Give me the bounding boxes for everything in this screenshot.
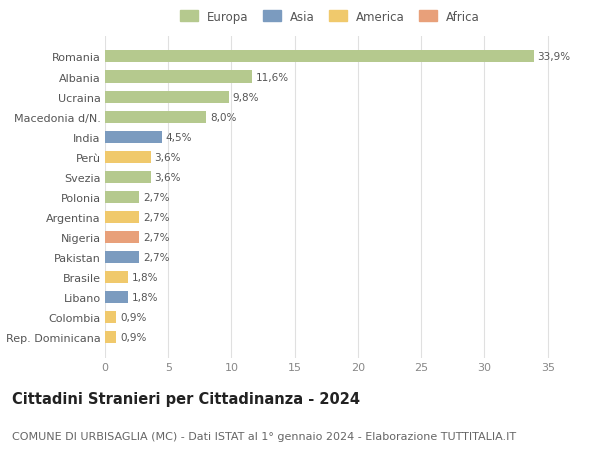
Bar — [105, 191, 139, 203]
Legend: Europa, Asia, America, Africa: Europa, Asia, America, Africa — [178, 8, 482, 26]
Bar — [105, 51, 534, 63]
Text: 2,7%: 2,7% — [143, 232, 169, 242]
Bar — [105, 212, 139, 224]
Text: 33,9%: 33,9% — [538, 52, 571, 62]
Text: 2,7%: 2,7% — [143, 213, 169, 222]
Text: COMUNE DI URBISAGLIA (MC) - Dati ISTAT al 1° gennaio 2024 - Elaborazione TUTTITA: COMUNE DI URBISAGLIA (MC) - Dati ISTAT a… — [12, 431, 516, 441]
Text: 0,9%: 0,9% — [120, 332, 146, 342]
Bar — [105, 71, 252, 84]
Bar — [105, 252, 139, 263]
Bar — [105, 151, 151, 163]
Text: 2,7%: 2,7% — [143, 252, 169, 263]
Text: 0,9%: 0,9% — [120, 313, 146, 322]
Text: 9,8%: 9,8% — [233, 92, 259, 102]
Text: Cittadini Stranieri per Cittadinanza - 2024: Cittadini Stranieri per Cittadinanza - 2… — [12, 391, 360, 406]
Bar — [105, 91, 229, 103]
Text: 3,6%: 3,6% — [154, 173, 181, 182]
Bar — [105, 131, 162, 143]
Text: 1,8%: 1,8% — [131, 272, 158, 282]
Bar — [105, 171, 151, 183]
Text: 2,7%: 2,7% — [143, 192, 169, 202]
Text: 3,6%: 3,6% — [154, 152, 181, 162]
Text: 1,8%: 1,8% — [131, 292, 158, 302]
Text: 11,6%: 11,6% — [256, 73, 289, 82]
Bar — [105, 112, 206, 123]
Text: 8,0%: 8,0% — [210, 112, 236, 123]
Bar — [105, 271, 128, 283]
Bar — [105, 291, 128, 303]
Bar — [105, 311, 116, 324]
Bar — [105, 231, 139, 243]
Text: 4,5%: 4,5% — [166, 132, 192, 142]
Bar — [105, 331, 116, 343]
